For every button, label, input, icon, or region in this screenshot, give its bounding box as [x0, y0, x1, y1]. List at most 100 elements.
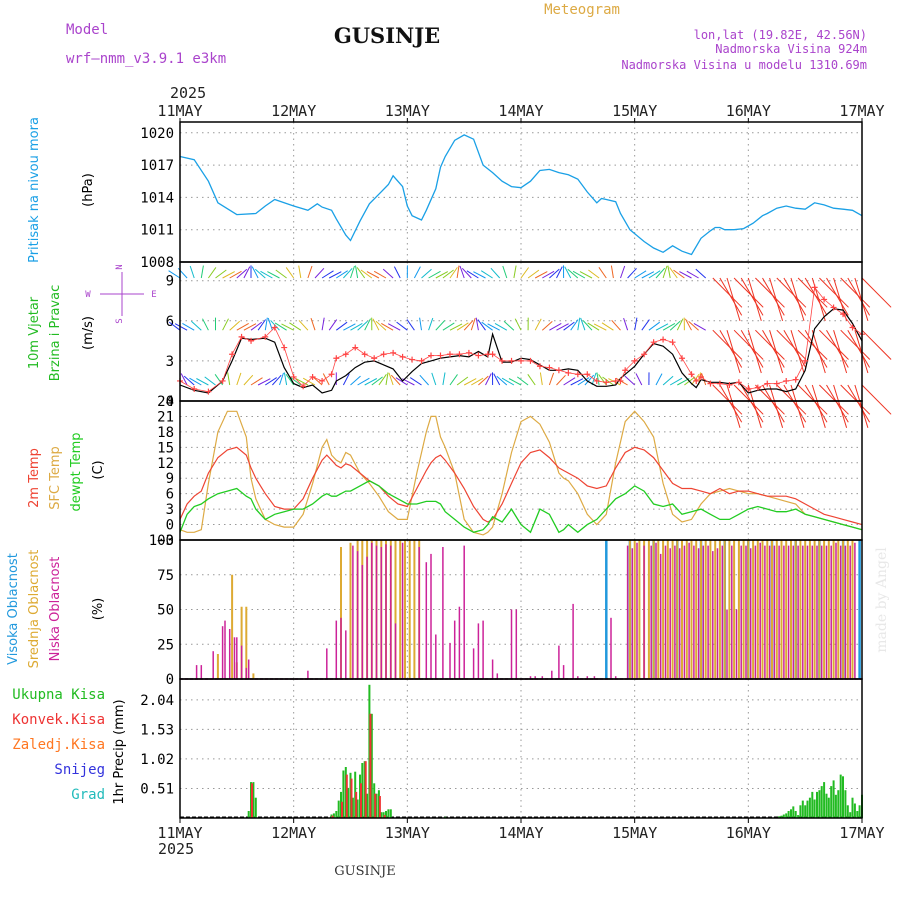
precip-total-bar: [799, 805, 802, 818]
temp-ytick: 24: [157, 394, 174, 410]
temp2m-label: 2m Temp: [27, 448, 42, 508]
precip-convective-bar: [360, 783, 362, 819]
wind-arrow: [601, 322, 614, 331]
day-label-top: 15MAY: [612, 102, 657, 120]
wind-arrow: [624, 375, 636, 386]
precip-total-bar: [337, 800, 340, 818]
wind-arrow: [396, 321, 408, 331]
wind-arrow: [442, 322, 455, 331]
wind-arrow: [215, 269, 227, 279]
wind-arrow: [593, 323, 607, 331]
high-cloud-label: Visoka Oblacnost: [6, 553, 21, 665]
wind-arrow: [833, 330, 848, 374]
footer-station: GUSINJE: [334, 864, 395, 879]
compass-n: N: [115, 264, 125, 269]
wind-arrow: [655, 323, 669, 331]
wind-arrow: [470, 317, 476, 331]
wind-arrow: [189, 377, 202, 386]
legend-snow: Snijeg: [54, 762, 105, 778]
wind-arrow: [375, 320, 387, 331]
wind-arrow: [343, 267, 353, 279]
precip-total-bar: [806, 800, 809, 818]
precip-total-bar: [811, 791, 814, 818]
wind-arrow: [826, 329, 849, 368]
precip-total-bar: [366, 793, 369, 818]
wind-arrow: [387, 323, 401, 331]
wind-arrow: [336, 321, 348, 331]
wind-arrow: [847, 277, 871, 316]
wind-arrow: [314, 267, 325, 279]
wind-arrow: [463, 320, 474, 331]
wind-arrow: [740, 277, 764, 316]
wind-arrow: [634, 270, 647, 279]
precip-total-bar: [351, 797, 354, 818]
wind-arrow: [413, 266, 421, 279]
wind-arrow: [435, 271, 449, 279]
wind-arrow: [548, 372, 555, 386]
compass-e: E: [151, 290, 156, 300]
wind-arrow: [456, 322, 469, 331]
precip-convective-bars: [251, 713, 386, 819]
wind-arrow: [811, 330, 826, 374]
wind-arrow: [679, 271, 692, 279]
day-label-top: 13MAY: [385, 102, 430, 120]
wind-arrow: [755, 277, 785, 308]
wind-arrow: [719, 277, 743, 316]
wind-arrow: [393, 266, 401, 279]
wind-arrow: [790, 384, 805, 428]
wind-arrow: [310, 317, 316, 331]
wind-arrow: [608, 378, 621, 386]
wind-arrow: [435, 320, 446, 331]
wind-arrow: [395, 377, 408, 386]
wind-arrow: [272, 374, 282, 386]
wind-arrow: [385, 372, 389, 386]
wind-arrow: [508, 378, 522, 386]
wind-arrow: [514, 318, 522, 331]
precip-ytick: 1.02: [140, 752, 174, 768]
model-name: wrf—nmm_v3.9.1 e3km: [66, 51, 226, 67]
wind-arrow: [712, 329, 743, 360]
low-cloud-bars: [195, 542, 856, 679]
wind-arrow: [503, 320, 515, 331]
wind-arrow: [490, 267, 501, 279]
precip-convective-bar: [364, 761, 367, 818]
year-bottom: 2025: [158, 840, 194, 858]
temp-ytick: −3: [157, 533, 174, 549]
wind-arrow: [662, 322, 676, 331]
wind-arrow: [481, 321, 493, 331]
wind-arrow: [364, 318, 371, 331]
wind-arrow: [449, 374, 458, 386]
wind-arrow: [582, 320, 593, 331]
wind-arrow: [840, 329, 871, 360]
wind-arrow: [336, 270, 348, 279]
precip-total-bar: [856, 811, 859, 818]
wind-arrow: [662, 265, 668, 279]
wind-arrow: [527, 269, 540, 279]
precip-ytick: 2.04: [140, 693, 174, 709]
sfc-temp-label: SFC Temp: [48, 446, 63, 510]
wind-arrow: [289, 322, 302, 331]
wind-arrow: [275, 269, 287, 279]
wind-arrow: [236, 268, 248, 279]
pressure-label: Pritisak na nivou mora: [27, 117, 42, 263]
precip-total-bar: [361, 763, 364, 818]
dewpt-temp-label: dewpt Temp: [69, 432, 84, 511]
wind-arrow: [520, 267, 530, 279]
wind-arrow: [382, 268, 394, 279]
dewpoint-line: [179, 480, 863, 534]
precip-convective-bar: [345, 774, 348, 818]
wind-arrow: [471, 377, 484, 386]
wind-arrow: [693, 322, 706, 331]
wind-arrow: [783, 329, 807, 368]
wind-arrow: [390, 374, 401, 386]
wind-arrow: [264, 317, 268, 331]
wind-arrow: [168, 270, 181, 279]
wind-arrow: [804, 329, 828, 368]
wind-arrow: [790, 277, 805, 322]
wind-arrow: [634, 317, 638, 331]
wind-arrow: [587, 322, 600, 331]
wind-arrow: [322, 373, 330, 386]
wind-arrow: [250, 377, 263, 386]
wind-arrow: [669, 267, 678, 279]
wind-arrow: [180, 373, 188, 386]
